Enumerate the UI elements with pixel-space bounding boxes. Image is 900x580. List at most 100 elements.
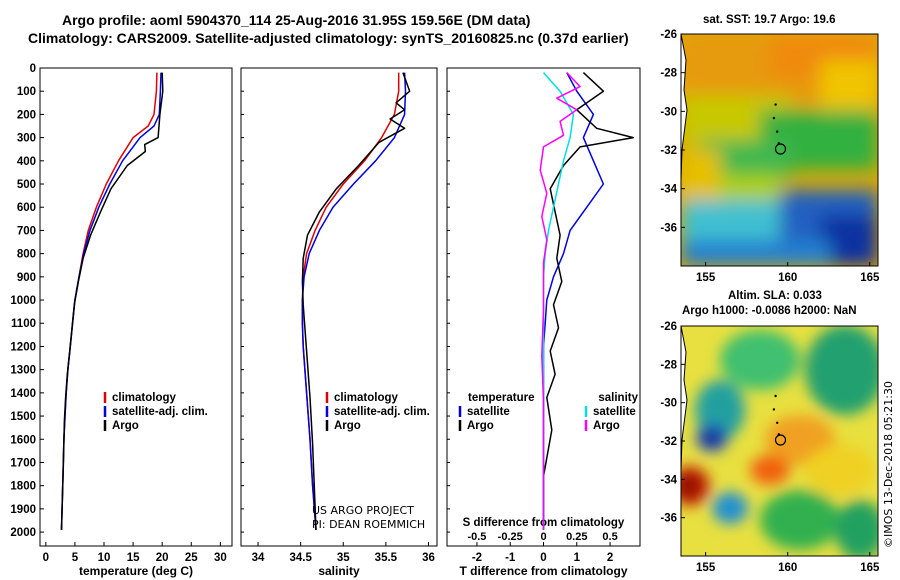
y-tick-label: 1300 bbox=[10, 365, 36, 377]
series-line-argo bbox=[60, 72, 164, 530]
legend-label: satellite-adj. clim. bbox=[334, 406, 430, 418]
map-y-tick-label: -32 bbox=[660, 436, 677, 448]
temperature-panel: 0100200300400500600700800900100011001200… bbox=[10, 63, 233, 578]
sst-map-axes: 155 160 165 -26 -28 -30 -32 -34 -36 bbox=[660, 29, 880, 284]
previous-profile-dot bbox=[772, 116, 776, 120]
x-axis-label: temperature (deg C) bbox=[79, 564, 193, 578]
previous-profile-dot bbox=[772, 408, 776, 411]
map-x-tick-label: 160 bbox=[778, 272, 797, 284]
previous-profile-dot bbox=[776, 421, 779, 424]
y-tick-label: 0 bbox=[30, 63, 36, 75]
y-tick-label: 1600 bbox=[10, 434, 36, 446]
y-tick-label: 1800 bbox=[10, 481, 36, 493]
y-tick-label: 1700 bbox=[10, 457, 36, 469]
y-tick-label: 100 bbox=[17, 86, 36, 98]
y-tick-label: 400 bbox=[17, 156, 36, 168]
sst-map-title: sat. SST: 19.7 Argo: 19.6 bbox=[703, 14, 836, 26]
x-tick-label: 25 bbox=[185, 552, 198, 564]
argo-location-marker bbox=[774, 143, 787, 155]
y-tick-label: 800 bbox=[17, 249, 36, 261]
map-y-tick-label: -30 bbox=[660, 106, 677, 118]
y-tick-label: 1900 bbox=[10, 504, 36, 516]
series-line-argo-s- bbox=[539, 72, 581, 530]
previous-profile-dot bbox=[776, 130, 779, 133]
series-line-satellite-adj-clim- bbox=[301, 72, 407, 530]
argo-location-marker bbox=[774, 434, 787, 446]
project-credit: US ARGO PROJECT bbox=[312, 504, 414, 517]
sst-map: 155 160 165 -26 -28 -30 -32 -34 -36 bbox=[660, 29, 880, 284]
series-line-argo-t- bbox=[542, 72, 635, 530]
x2-tick-label: -0.5 bbox=[467, 531, 486, 543]
salinity-plot-frame bbox=[240, 67, 438, 547]
sla-map-axes: 155 160 165 -26 -28 -30 -32 -34 -36 bbox=[660, 321, 880, 574]
legend-label: Argo bbox=[467, 420, 494, 432]
x-tick-label: 35 bbox=[337, 552, 350, 564]
x-tick-label: 34.5 bbox=[289, 552, 312, 564]
legend-label: Argo bbox=[112, 420, 139, 432]
x-tick-label: 30 bbox=[214, 552, 227, 564]
y-tick-label: 1500 bbox=[10, 411, 36, 423]
legend-label: satellite-adj. clim. bbox=[112, 406, 208, 418]
map-y-tick-label: -34 bbox=[660, 474, 677, 486]
map-x-tick-label: 160 bbox=[778, 562, 797, 574]
pi-credit: PI: DEAN ROEMMICH bbox=[312, 518, 426, 531]
x-axis-label: T difference from climatology bbox=[459, 564, 627, 578]
map-x-tick-label: 155 bbox=[696, 272, 716, 284]
map-y-tick-label: -26 bbox=[660, 29, 677, 41]
series-line-argo bbox=[301, 72, 411, 530]
x-tick-label: 20 bbox=[156, 552, 169, 564]
sla-map-title-line-1: Altim. SLA: 0.033 bbox=[728, 290, 822, 302]
x-tick-label: 15 bbox=[127, 552, 140, 564]
x-tick-label: 1 bbox=[574, 552, 581, 564]
legend-label: satellite bbox=[593, 406, 636, 418]
x-tick-label: 0 bbox=[540, 552, 546, 564]
x-tick-label: 0 bbox=[43, 552, 49, 564]
map-y-tick-label: -36 bbox=[660, 222, 677, 234]
map-y-tick-label: -26 bbox=[660, 321, 677, 333]
sla-map: 155 160 165 -26 -28 -30 -32 -34 -36 bbox=[660, 321, 880, 574]
y-tick-label: 2000 bbox=[10, 527, 36, 539]
x2-tick-label: 0.25 bbox=[566, 531, 587, 543]
map-y-tick-label: -28 bbox=[660, 68, 677, 80]
map-x-tick-label: 155 bbox=[696, 562, 716, 574]
x-tick-label: 10 bbox=[98, 552, 111, 564]
x-tick-label: -2 bbox=[472, 552, 482, 564]
x-tick-label: -1 bbox=[505, 552, 516, 564]
map-x-tick-label: 165 bbox=[860, 272, 880, 284]
x-tick-label: 2 bbox=[607, 552, 613, 564]
legend-label: satellite bbox=[467, 406, 510, 418]
sla-map-title-line-2: Argo h1000: -0.0086 h2000: NaN bbox=[682, 305, 857, 317]
y-tick-label: 900 bbox=[17, 272, 36, 284]
y-tick-label: 600 bbox=[17, 202, 36, 214]
y-tick-label: 1400 bbox=[10, 388, 36, 400]
y-tick-label: 1200 bbox=[10, 341, 36, 353]
x-axis-label: salinity bbox=[318, 564, 360, 578]
x-tick-label: 36 bbox=[422, 552, 435, 564]
difference-panel: -2 -1 0 1 2-0.5 -0.25 0 0.25 0.5S difference fro… bbox=[446, 67, 641, 578]
map-y-tick-label: -34 bbox=[660, 184, 677, 196]
x2-tick-label: 0 bbox=[540, 531, 546, 543]
x2-tick-label: 0.5 bbox=[602, 531, 617, 543]
salinity-panel: 34 34.5 35 35.5 36 salinity climatology satelli… bbox=[240, 67, 438, 578]
legend-title-temperature: temperature bbox=[468, 392, 534, 404]
temperature-plot-frame bbox=[39, 67, 233, 547]
figure-title-line-2: Climatology: CARS2009. Satellite-adjuste… bbox=[28, 30, 629, 46]
previous-profile-dot bbox=[774, 394, 777, 398]
y-tick-label: 200 bbox=[17, 109, 36, 121]
legend-label: Argo bbox=[593, 420, 620, 432]
legend-label: climatology bbox=[334, 392, 399, 404]
legend-label: climatology bbox=[112, 392, 177, 404]
y-tick-label: 1100 bbox=[11, 318, 36, 330]
x2-tick-label: -0.25 bbox=[498, 531, 523, 543]
map-y-tick-label: -28 bbox=[660, 359, 677, 371]
x-tick-label: 34 bbox=[252, 552, 265, 564]
y-tick-label: 1000 bbox=[10, 295, 36, 307]
map-y-tick-label: -30 bbox=[660, 398, 677, 410]
legend-label: Argo bbox=[334, 420, 361, 432]
map-y-tick-label: -32 bbox=[660, 145, 677, 157]
previous-profile-dot bbox=[774, 103, 777, 106]
y-tick-label: 500 bbox=[17, 179, 36, 191]
figure-title-line-1: Argo profile: aoml 5904370_114 25-Aug-20… bbox=[62, 12, 531, 28]
x-tick-label: 5 bbox=[72, 552, 79, 564]
